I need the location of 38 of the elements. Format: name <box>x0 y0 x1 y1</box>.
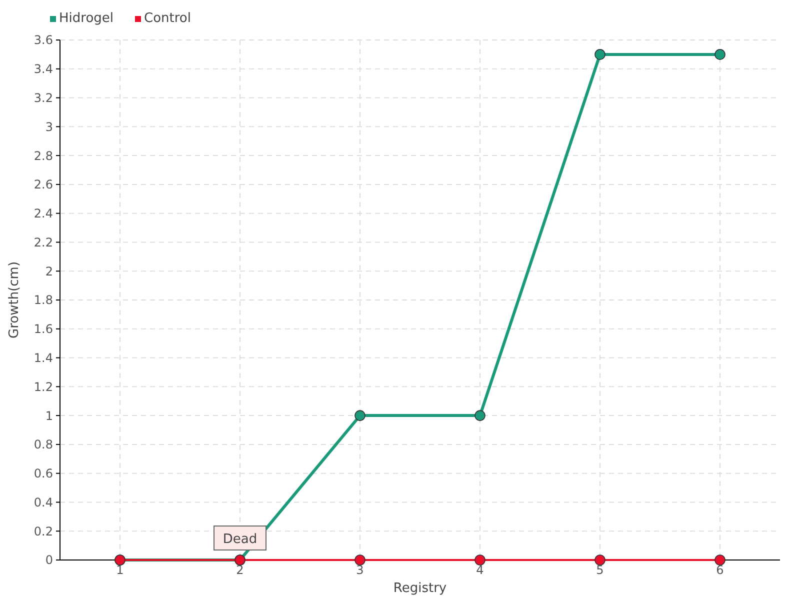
y-tick-label: 1.6 <box>34 322 53 336</box>
annotation: Dead <box>222 532 258 547</box>
y-tick-label: 2.4 <box>34 206 53 221</box>
x-tick-label: 1 <box>116 563 124 577</box>
x-tick-label: 3 <box>356 563 364 577</box>
y-tick-label: 0.8 <box>34 438 53 452</box>
y-tick-label: 0.2 <box>34 524 53 538</box>
y-axis-title: Growth(cm) <box>7 261 22 339</box>
legend-label: Hidrogel <box>59 11 114 26</box>
x-tick-label: 5 <box>596 563 604 577</box>
point <box>714 49 726 60</box>
x-tick-label: 2 <box>236 563 244 577</box>
point <box>354 410 366 421</box>
x-axis-title: Registry <box>393 581 447 596</box>
y-tick-label: 1.8 <box>34 293 53 308</box>
y-tick-label: 2.6 <box>34 178 53 192</box>
y-tick-label: 1.4 <box>34 350 53 365</box>
y-tick-label: 2.8 <box>34 148 53 163</box>
x-tick-label: 4 <box>476 563 484 577</box>
point <box>474 554 486 566</box>
y-tick-label: 2 <box>45 264 53 278</box>
point <box>354 554 366 566</box>
y-tick-label: 1.2 <box>34 380 53 394</box>
y-tick-label: 3 <box>45 120 53 134</box>
point <box>594 49 606 60</box>
y-tick-label: 0 <box>45 553 53 568</box>
point <box>594 554 606 566</box>
y-tick-label: 3.6 <box>34 33 53 48</box>
y-tick-label: 3.4 <box>34 62 53 76</box>
y-tick-label: 3.2 <box>34 90 53 105</box>
y-tick-label: 0.6 <box>34 466 53 481</box>
point <box>474 410 486 421</box>
y-tick-label: 1 <box>45 408 53 423</box>
point <box>714 554 726 566</box>
legend-label: Control <box>144 11 191 26</box>
y-tick-label: 0.4 <box>34 495 53 510</box>
y-tick-label: 2.2 <box>34 235 53 250</box>
x-tick-label: 6 <box>716 563 724 577</box>
